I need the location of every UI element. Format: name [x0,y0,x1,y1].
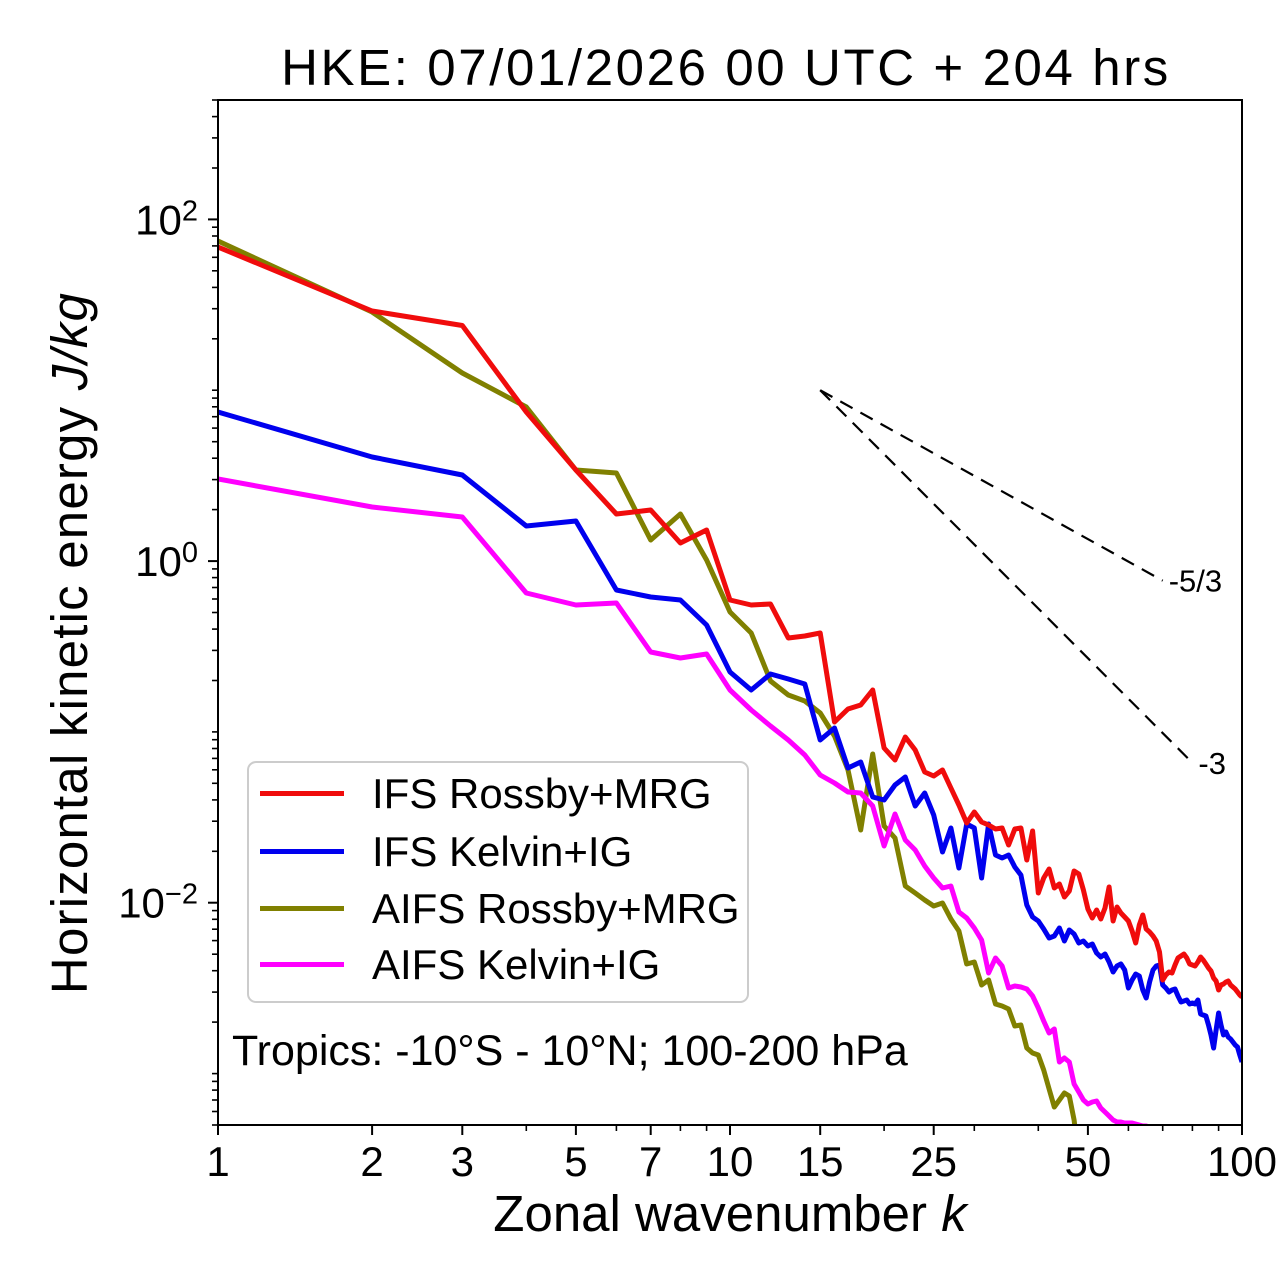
svg-text:10: 10 [707,1138,754,1185]
svg-text:Zonal wavenumber k: Zonal wavenumber k [493,1185,969,1242]
svg-text:Tropics: -10°S - 10°N; 100-200: Tropics: -10°S - 10°N; 100-200 hPa [232,1027,908,1075]
svg-text:IFS Rossby+MRG: IFS Rossby+MRG [372,770,712,817]
svg-text:1: 1 [206,1138,229,1185]
svg-text:Horizontal kinetic energy J/kg: Horizontal kinetic energy J/kg [41,292,98,994]
svg-text:50: 50 [1065,1138,1112,1185]
svg-text:7: 7 [639,1138,662,1185]
svg-text:100: 100 [1207,1138,1277,1185]
svg-text:25: 25 [910,1138,957,1185]
svg-text:IFS Kelvin+IG: IFS Kelvin+IG [372,828,632,875]
svg-text:2: 2 [360,1138,383,1185]
svg-text:5: 5 [564,1138,587,1185]
svg-text:HKE: 07/01/2026 00 UTC + 204 h: HKE: 07/01/2026 00 UTC + 204 hrs [281,39,1171,96]
svg-text:3: 3 [451,1138,474,1185]
svg-text:102: 102 [135,195,198,243]
svg-text:AIFS Rossby+MRG: AIFS Rossby+MRG [372,885,740,932]
svg-text:-3: -3 [1198,746,1226,781]
svg-text:AIFS Kelvin+IG: AIFS Kelvin+IG [372,941,660,988]
svg-text:15: 15 [797,1138,844,1185]
svg-text:-5/3: -5/3 [1169,564,1222,599]
